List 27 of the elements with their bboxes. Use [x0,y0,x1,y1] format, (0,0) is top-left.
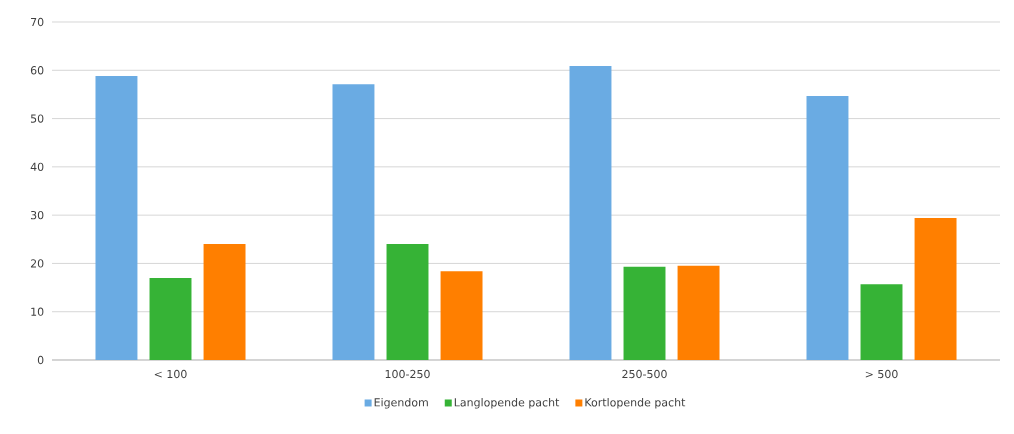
bar [914,218,957,360]
legend-label: Eigendom [374,397,428,409]
bar [860,284,903,360]
bar [569,65,612,360]
x-tick-label: < 100 [154,369,187,379]
bar [623,266,666,360]
y-tick-label: 40 [30,162,44,172]
bar [332,84,375,360]
x-tick-label: 250-500 [622,369,667,379]
y-tick-label: 70 [31,17,44,27]
legend-label: Langlopende pacht [454,397,560,409]
y-tick-label: 60 [30,66,44,75]
y-tick-label: 0 [37,355,44,365]
bar [440,271,483,360]
y-tick-label: 30 [30,210,44,220]
bar [806,95,849,360]
y-tick-label: 50 [30,114,44,123]
bar [149,277,192,360]
x-tick-label: 100-250 [385,369,430,379]
legend-label: Kortlopende pacht [585,397,686,409]
bar [386,244,429,360]
y-tick-label: 10 [31,307,44,316]
bar [677,265,720,360]
bar [203,244,246,360]
bar [95,76,138,360]
x-tick-label: > 500 [865,369,898,379]
y-tick-label: 20 [30,259,44,268]
